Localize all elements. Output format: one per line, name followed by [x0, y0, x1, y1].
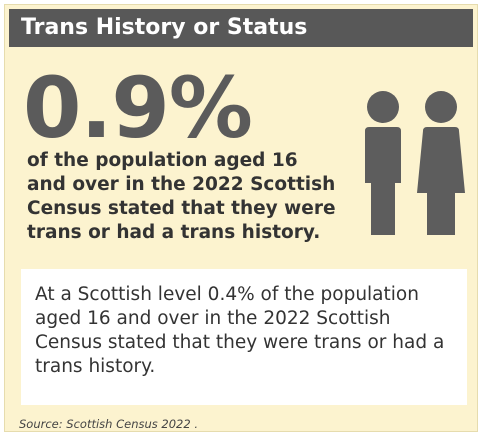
body [365, 127, 401, 235]
infographic-card: Trans History or Status 0.9% of the popu… [4, 4, 478, 432]
headline-stat: 0.9% [23, 59, 253, 157]
text-line: Census stated that they were [27, 198, 336, 219]
text-line: trans history. [35, 356, 156, 377]
source-note: Source: Scottish Census 2022 . [19, 417, 198, 431]
note-box: At a Scottish level 0.4% of the populati… [21, 269, 467, 405]
text-line: Census stated that they were trans or ha… [35, 332, 445, 353]
body [417, 127, 465, 235]
text-line: At a Scottish level 0.4% of the populati… [35, 284, 419, 305]
head [367, 91, 399, 123]
text-line: of the population aged 16 [27, 150, 298, 171]
stat-description: of the population aged 16 and over in the… [27, 149, 336, 245]
text-line: aged 16 and over in the 2022 Scottish [35, 308, 391, 329]
text-line: and over in the 2022 Scottish [27, 174, 336, 195]
header-title: Trans History or Status [9, 9, 473, 47]
text-line: trans or had a trans history. [27, 222, 321, 243]
people-icon [365, 91, 465, 235]
head [425, 91, 457, 123]
